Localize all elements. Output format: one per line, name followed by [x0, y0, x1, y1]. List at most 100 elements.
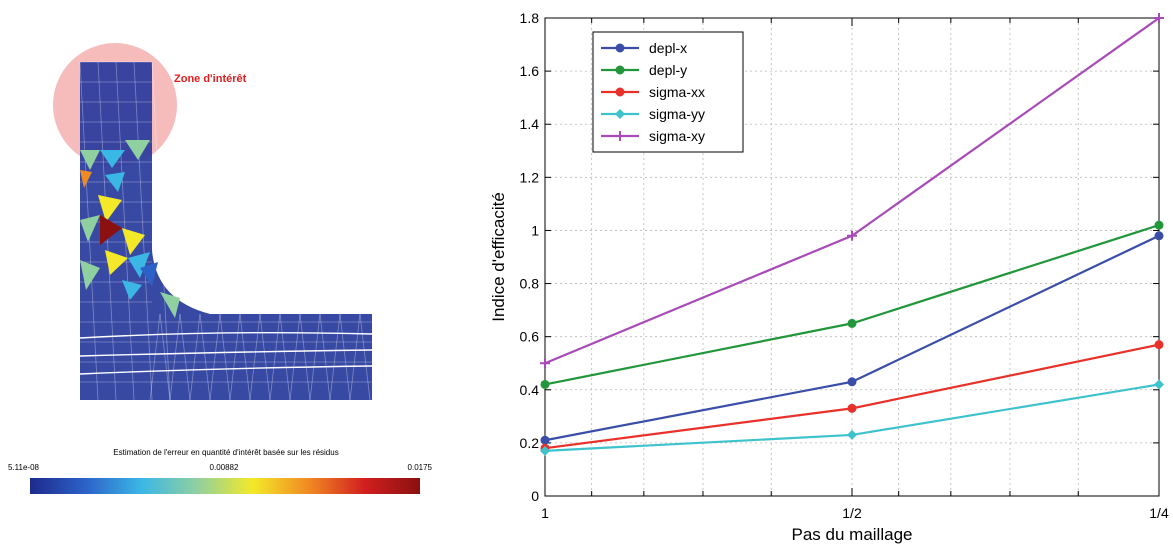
chart-legend: depl-x depl-y sigma-xx sigma-yy sigma-xy	[592, 31, 744, 153]
legend-label: sigma-xy	[649, 128, 705, 144]
data-point	[1154, 220, 1164, 230]
error-cell	[80, 170, 92, 188]
legend-item: sigma-xy	[601, 128, 705, 144]
data-point	[540, 358, 550, 369]
error-cell	[100, 150, 125, 168]
mesh-edge	[269, 313, 281, 401]
mesh-edge	[133, 61, 153, 401]
data-point	[1154, 231, 1164, 241]
data-point	[847, 403, 857, 413]
data-point	[615, 65, 625, 75]
mesh-figure: Zone d'intérêt Estimation de l'erreur en…	[0, 0, 470, 548]
legend-label: sigma-xx	[649, 84, 705, 100]
y-tick-label: 1.8	[520, 10, 540, 26]
data-point	[615, 87, 625, 97]
colorbar-mid-label: 0.00882	[210, 463, 239, 472]
error-cell	[122, 228, 145, 255]
legend-label: depl-x	[649, 40, 687, 56]
legend-item: depl-y	[601, 62, 687, 78]
data-point	[1154, 13, 1164, 23]
y-tick-label: 1.4	[520, 116, 540, 132]
data-point	[615, 109, 625, 119]
y-tick-label: 0.2	[520, 435, 540, 451]
mesh-edge	[209, 313, 221, 401]
error-cell	[105, 250, 128, 275]
mesh-edge	[249, 313, 261, 401]
y-tick-label: 0.4	[520, 382, 540, 398]
error-hotspots	[80, 140, 180, 318]
y-tick-label: 0.6	[520, 329, 540, 345]
data-point	[615, 43, 625, 53]
data-point	[847, 318, 857, 328]
mesh-edge	[219, 313, 231, 401]
mesh-edge	[239, 313, 251, 401]
mesh-edge	[179, 313, 191, 401]
error-cell	[80, 150, 100, 170]
mesh-edge	[309, 313, 321, 401]
chart-ticks: 0 0.2 0.4 0.6 0.8 1 1.2 1.4 1.6 1.8 1 1/2 1/4	[520, 10, 1169, 521]
mesh-edge	[159, 313, 171, 401]
contour-line	[79, 331, 373, 339]
mesh-edge	[289, 313, 301, 401]
error-cell	[80, 215, 100, 242]
chart-series	[540, 13, 1164, 456]
mesh-edge	[279, 313, 291, 401]
y-tick-label: 0	[531, 488, 539, 504]
data-point	[615, 131, 625, 141]
error-cell	[100, 215, 122, 245]
y-axis-label: Indice d'efficacité	[489, 192, 508, 322]
y-tick-label: 0.8	[520, 276, 540, 292]
error-cell	[105, 172, 125, 192]
chart-panel: 0 0.2 0.4 0.6 0.8 1 1.2 1.4 1.6 1.8 1 1/2 1/4 depl-x…	[470, 0, 1173, 548]
mesh-domain	[80, 62, 372, 400]
data-point	[1154, 340, 1164, 350]
zone-label: Zone d'intérêt	[174, 73, 247, 85]
colorbar-min-label: 5.11e-08	[8, 463, 40, 472]
legend-item: sigma-xx	[601, 84, 705, 100]
efficiency-chart: 0 0.2 0.4 0.6 0.8 1 1.2 1.4 1.6 1.8 1 1/2 1/4 depl-x…	[489, 10, 1169, 544]
data-point	[847, 429, 857, 440]
error-cell	[128, 252, 150, 278]
mesh-edge	[329, 313, 341, 401]
mesh-edge	[259, 313, 271, 401]
error-cell	[122, 280, 142, 300]
mesh-edge	[199, 313, 211, 401]
mesh-plot: Zone d'intérêt Estimation de l'erreur en…	[8, 43, 433, 494]
mesh-edge	[319, 313, 331, 401]
contour-lines	[79, 331, 373, 375]
mesh-edge	[359, 313, 371, 401]
x-tick-label: 1/2	[842, 505, 862, 521]
series-sigma-yy	[540, 379, 1164, 456]
legend-label: depl-y	[649, 62, 687, 78]
legend-item: sigma-yy	[601, 106, 705, 122]
mesh-edge	[151, 61, 171, 401]
data-point	[847, 230, 857, 241]
colorbar-title: Estimation de l'erreur en quantité d'int…	[113, 448, 338, 457]
data-point	[540, 379, 550, 389]
data-point	[1154, 379, 1164, 390]
series-sigma-xy	[540, 13, 1164, 369]
contour-line	[79, 365, 373, 375]
contour-line	[79, 349, 373, 357]
x-tick-label: 1	[541, 505, 549, 521]
legend-item: depl-x	[601, 40, 687, 56]
error-cell	[80, 260, 100, 290]
data-point	[540, 435, 550, 445]
series-depl-y	[540, 220, 1164, 389]
y-tick-label: 1	[531, 222, 539, 238]
y-tick-label: 1.6	[520, 63, 540, 79]
colorbar-max-label: 0.0175	[408, 463, 433, 472]
error-cell	[140, 262, 158, 286]
data-point	[847, 377, 857, 387]
mesh-edge	[169, 313, 181, 401]
data-point	[540, 445, 550, 456]
mesh-edge	[299, 313, 311, 401]
x-axis-label: Pas du maillage	[792, 525, 913, 544]
legend-label: sigma-yy	[649, 106, 705, 122]
mesh-edge	[149, 313, 161, 401]
colorbar	[30, 478, 420, 494]
mesh-edge	[339, 313, 351, 401]
error-cell	[160, 292, 180, 318]
error-cell	[125, 140, 150, 160]
mesh-edge	[229, 313, 241, 401]
